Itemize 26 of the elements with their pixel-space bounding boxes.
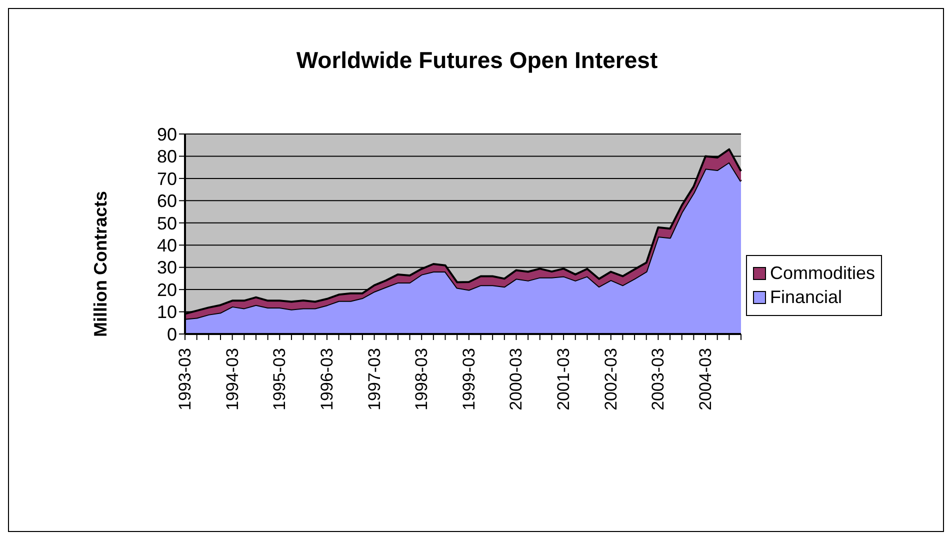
x-tick-label: 2001-03 — [554, 348, 574, 410]
y-tick-label: 20 — [156, 280, 177, 300]
x-tick-label: 1997-03 — [364, 348, 384, 410]
y-tick-label: 30 — [156, 258, 177, 278]
x-tick-label: 1993-03 — [176, 348, 194, 410]
y-axis-title: Million Contracts — [90, 190, 112, 338]
x-tick-label: 2004-03 — [696, 348, 716, 410]
x-tick-label: 1996-03 — [317, 348, 336, 410]
x-tick-label: 1999-03 — [459, 348, 478, 410]
y-tick-label: 50 — [156, 213, 177, 234]
y-tick-label: 70 — [156, 168, 177, 189]
y-tick-label: 80 — [156, 146, 177, 167]
y-tick-label: 0 — [166, 324, 177, 344]
y-tick-label: 40 — [156, 236, 177, 256]
x-tick-label: 2002-03 — [601, 348, 620, 410]
x-tick-label: 2000-03 — [506, 348, 526, 410]
y-tick-label: 90 — [156, 124, 177, 144]
y-tick-label: 60 — [156, 191, 177, 212]
y-tick-label: 10 — [156, 302, 177, 322]
x-tick-label: 1995-03 — [270, 348, 290, 410]
x-tick-label: 2003-03 — [648, 348, 668, 410]
chart-title: Worldwide Futures Open Interest — [295, 47, 659, 74]
x-tick-label: 1998-03 — [412, 348, 432, 410]
x-tick-label: 1994-03 — [222, 348, 242, 410]
legend-label: Financial — [770, 287, 842, 308]
legend-label: Commodities — [770, 263, 876, 284]
